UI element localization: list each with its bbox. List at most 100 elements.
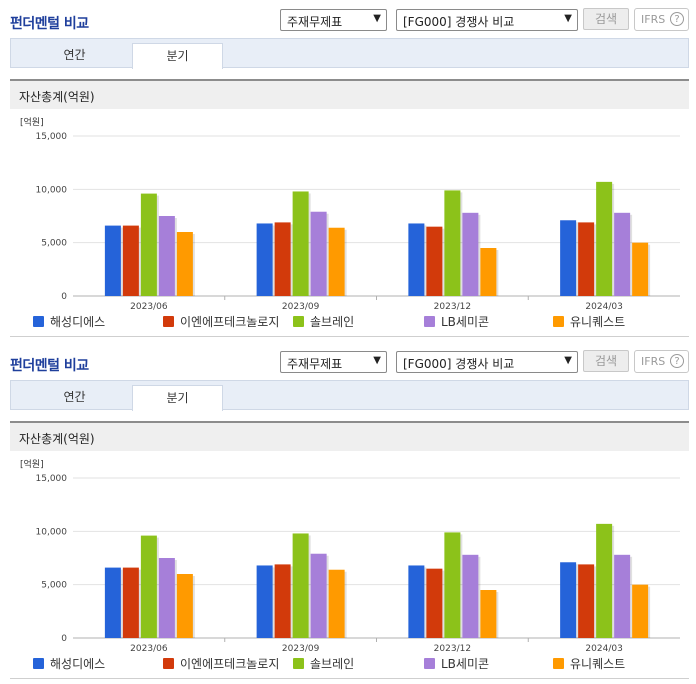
bar-유니퀘스트-2023/09[interactable] bbox=[328, 227, 345, 296]
bar-유니퀘스트-2023/06[interactable] bbox=[176, 574, 193, 638]
bar-LB세미콘-2023/09[interactable] bbox=[310, 211, 327, 296]
compare-select[interactable]: [FG000] 경쟁사 비교 ▼ bbox=[396, 9, 578, 31]
section-title: 자산총계(억원) bbox=[10, 421, 689, 451]
statement-select-value: 주재무제표 bbox=[287, 357, 343, 371]
legend-swatch bbox=[293, 657, 304, 669]
panel-title: 펀더멘털 비교 bbox=[10, 358, 89, 374]
bar-해성디에스-2023/12[interactable] bbox=[408, 565, 425, 638]
ifrs-help-button[interactable]: IFRS ? bbox=[634, 350, 689, 373]
divider bbox=[10, 336, 689, 337]
search-button[interactable]: 검색 bbox=[583, 350, 629, 372]
bar-유니퀘스트-2023/12[interactable] bbox=[480, 590, 497, 638]
legend-item[interactable]: 해성디에스 bbox=[33, 312, 105, 330]
bar-LB세미콘-2023/06[interactable] bbox=[158, 558, 175, 638]
bar-솔브레인-2023/06[interactable] bbox=[140, 535, 157, 638]
x-tick-label: 2023/06 bbox=[130, 644, 168, 652]
bar-솔브레인-2023/12[interactable] bbox=[444, 532, 461, 638]
search-button[interactable]: 검색 bbox=[583, 8, 629, 30]
bar-해성디에스-2023/09[interactable] bbox=[256, 223, 273, 296]
y-tick-label: 10,000 bbox=[36, 527, 68, 537]
x-tick-label: 2024/03 bbox=[585, 302, 622, 310]
y-tick-label: 5,000 bbox=[41, 239, 67, 249]
legend-item[interactable]: 유니퀘스트 bbox=[553, 312, 625, 330]
y-tick-label: 0 bbox=[61, 634, 67, 644]
total-assets-chart: [억원] 15,000 10,000 5,000 0 2023/06 2023/09 2023… bbox=[20, 458, 680, 652]
bar-해성디에스-2024/03[interactable] bbox=[560, 562, 577, 638]
legend-item[interactable]: 유니퀘스트 bbox=[553, 654, 625, 672]
bar-이엔에프테크놀로지-2023/09[interactable] bbox=[274, 222, 291, 296]
legend-label: 해성디에스 bbox=[50, 314, 106, 329]
bar-이엔에프테크놀로지-2023/09[interactable] bbox=[274, 564, 291, 638]
statement-select-value: 주재무제표 bbox=[287, 15, 343, 29]
legend-item[interactable]: 솔브레인 bbox=[293, 654, 354, 672]
tab-annual[interactable]: 연간 bbox=[63, 48, 86, 62]
bar-유니퀘스트-2024/03[interactable] bbox=[632, 584, 649, 638]
divider bbox=[10, 678, 689, 679]
legend-item[interactable]: 이엔에프테크놀로지 bbox=[163, 312, 279, 330]
compare-select-value: [FG000] 경쟁사 비교 bbox=[403, 15, 515, 29]
bar-솔브레인-2024/03[interactable] bbox=[596, 181, 613, 296]
ifrs-help-button[interactable]: IFRS ? bbox=[634, 8, 689, 31]
chevron-down-icon: ▼ bbox=[373, 355, 381, 366]
y-unit-label: [억원] bbox=[20, 458, 44, 470]
legend-item[interactable]: 솔브레인 bbox=[293, 312, 354, 330]
period-tabs: 연간 분기 bbox=[10, 380, 689, 411]
bar-유니퀘스트-2023/06[interactable] bbox=[176, 232, 193, 296]
tab-annual[interactable]: 연간 bbox=[63, 390, 86, 404]
section-title: 자산총계(억원) bbox=[10, 79, 689, 109]
bar-LB세미콘-2023/12[interactable] bbox=[462, 212, 479, 296]
bar-이엔에프테크놀로지-2024/03[interactable] bbox=[578, 564, 595, 638]
bar-유니퀘스트-2023/12[interactable] bbox=[480, 248, 497, 296]
x-tick-label: 2023/12 bbox=[434, 644, 471, 652]
bar-해성디에스-2023/06[interactable] bbox=[104, 225, 121, 296]
legend-swatch bbox=[163, 315, 174, 327]
legend-swatch bbox=[553, 657, 564, 669]
compare-select[interactable]: [FG000] 경쟁사 비교 ▼ bbox=[396, 351, 578, 373]
bar-이엔에프테크놀로지-2024/03[interactable] bbox=[578, 222, 595, 296]
legend-label: 솔브레인 bbox=[310, 656, 355, 671]
legend-item[interactable]: 이엔에프테크놀로지 bbox=[163, 654, 279, 672]
tab-quarterly[interactable]: 분기 bbox=[132, 43, 223, 69]
bar-이엔에프테크놀로지-2023/06[interactable] bbox=[122, 567, 139, 638]
bar-LB세미콘-2024/03[interactable] bbox=[614, 212, 631, 296]
legend-label: 유니퀘스트 bbox=[570, 314, 626, 329]
bar-이엔에프테크놀로지-2023/06[interactable] bbox=[122, 225, 139, 296]
statement-select[interactable]: 주재무제표 ▼ bbox=[280, 9, 387, 31]
legend-label: 이엔에프테크놀로지 bbox=[180, 314, 280, 329]
bar-이엔에프테크놀로지-2023/12[interactable] bbox=[426, 568, 443, 638]
bar-LB세미콘-2023/12[interactable] bbox=[462, 554, 479, 638]
x-tick-label: 2023/09 bbox=[282, 644, 320, 652]
chevron-down-icon: ▼ bbox=[373, 13, 381, 24]
bar-해성디에스-2023/06[interactable] bbox=[104, 567, 121, 638]
bar-이엔에프테크놀로지-2023/12[interactable] bbox=[426, 226, 443, 296]
legend-label: LB세미콘 bbox=[441, 314, 490, 329]
statement-select[interactable]: 주재무제표 ▼ bbox=[280, 351, 387, 373]
bar-LB세미콘-2024/03[interactable] bbox=[614, 554, 631, 638]
bar-해성디에스-2023/09[interactable] bbox=[256, 565, 273, 638]
ifrs-label: IFRS bbox=[641, 13, 666, 26]
bar-해성디에스-2023/12[interactable] bbox=[408, 223, 425, 296]
bar-해성디에스-2024/03[interactable] bbox=[560, 220, 577, 296]
bar-솔브레인-2023/06[interactable] bbox=[140, 193, 157, 296]
bar-솔브레인-2023/09[interactable] bbox=[292, 191, 309, 296]
legend-item[interactable]: 해성디에스 bbox=[33, 654, 105, 672]
bar-솔브레인-2024/03[interactable] bbox=[596, 523, 613, 638]
bar-솔브레인-2023/12[interactable] bbox=[444, 190, 461, 296]
legend-swatch bbox=[33, 657, 44, 669]
total-assets-chart: [억원] 15,000 10,000 5,000 0 2023/06 2023/09 2023… bbox=[20, 116, 680, 310]
legend-item[interactable]: LB세미콘 bbox=[424, 654, 489, 672]
bar-유니퀘스트-2024/03[interactable] bbox=[632, 242, 649, 296]
y-tick-label: 15,000 bbox=[36, 132, 68, 142]
bar-솔브레인-2023/09[interactable] bbox=[292, 533, 309, 638]
bar-LB세미콘-2023/09[interactable] bbox=[310, 553, 327, 638]
legend-item[interactable]: LB세미콘 bbox=[424, 312, 489, 330]
fundamental-compare-panel: 펀더멘털 비교 주재무제표 ▼ [FG000] 경쟁사 비교 ▼ 검색 IFRS… bbox=[0, 342, 696, 684]
bar-LB세미콘-2023/06[interactable] bbox=[158, 216, 175, 296]
bar-유니퀘스트-2023/09[interactable] bbox=[328, 569, 345, 638]
legend-swatch bbox=[424, 315, 435, 327]
fundamental-compare-panel: 펀더멘털 비교 주재무제표 ▼ [FG000] 경쟁사 비교 ▼ 검색 IFRS… bbox=[10, 8, 689, 337]
legend-swatch bbox=[424, 657, 435, 669]
panel-title: 펀더멘털 비교 bbox=[10, 16, 89, 32]
tab-quarterly[interactable]: 분기 bbox=[132, 385, 223, 411]
x-tick-label: 2023/06 bbox=[130, 302, 168, 310]
